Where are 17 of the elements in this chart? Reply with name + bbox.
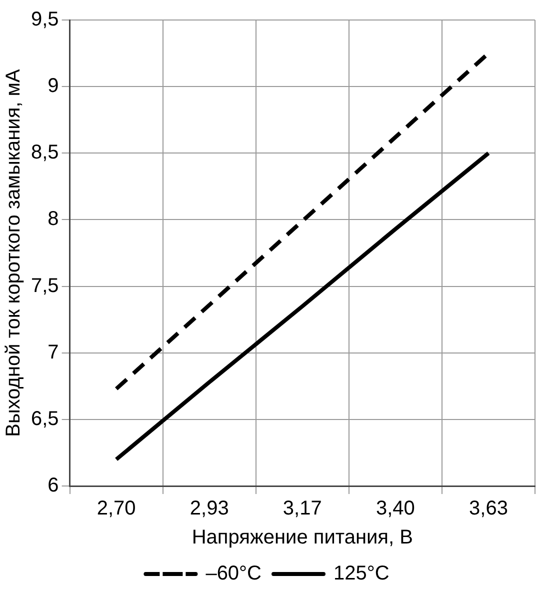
legend-label: 125°C bbox=[334, 562, 390, 585]
y-tick-label: 9 bbox=[48, 75, 59, 98]
x-tick-label: 3,63 bbox=[469, 498, 508, 520]
x-tick-label: 3,40 bbox=[376, 498, 415, 520]
y-tick-label: 9,5 bbox=[30, 8, 59, 31]
y-tick-label: 6,5 bbox=[30, 408, 59, 430]
y-tick-label: 7 bbox=[48, 341, 59, 364]
x-tick-label: 2,93 bbox=[190, 498, 229, 520]
y-tick-label: 8 bbox=[48, 208, 59, 230]
x-tick-label: 3,17 bbox=[282, 498, 322, 520]
x-axis-title: Напряжение питания, В bbox=[192, 526, 413, 549]
y-tick-label: 8,5 bbox=[30, 142, 59, 164]
y-tick-label: 6 bbox=[48, 474, 59, 497]
y-tick-label: 7,5 bbox=[30, 274, 59, 297]
x-tick-label: 2,70 bbox=[96, 498, 136, 520]
legend-label: –60°C bbox=[206, 562, 262, 585]
y-axis-title: Выходной ток короткого замыкания, мА bbox=[2, 68, 25, 437]
